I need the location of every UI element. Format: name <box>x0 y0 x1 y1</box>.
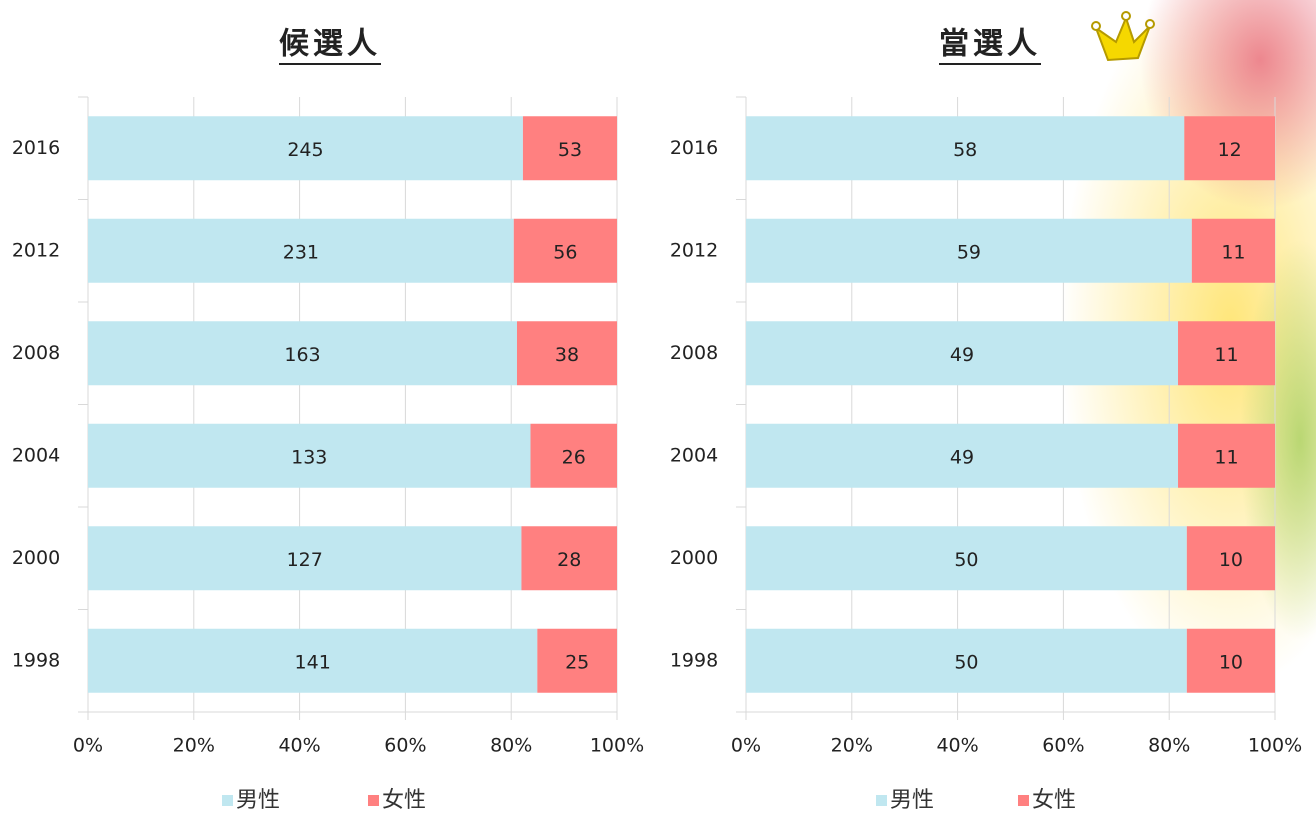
data-label: 28 <box>557 549 581 571</box>
data-label: 127 <box>287 549 323 571</box>
x-tick-label: 0% <box>731 735 761 757</box>
data-label: 25 <box>565 651 589 673</box>
legend-swatch <box>222 795 233 806</box>
legend-label: 男性 <box>236 788 280 813</box>
data-label: 49 <box>950 344 974 366</box>
y-tick-label: 2008 <box>12 342 60 364</box>
legend-swatch <box>876 795 887 806</box>
chart: 候選人0%20%40%60%80%100%2016245532012231562… <box>0 0 1316 816</box>
data-label: 56 <box>553 241 577 263</box>
y-tick-label: 2012 <box>670 239 718 261</box>
x-tick-label: 20% <box>831 735 873 757</box>
legend-swatch <box>1018 795 1029 806</box>
data-label: 10 <box>1219 651 1243 673</box>
x-tick-label: 20% <box>173 735 215 757</box>
data-label: 133 <box>291 446 327 468</box>
x-tick-label: 0% <box>73 735 103 757</box>
data-label: 58 <box>953 139 977 161</box>
y-tick-label: 2000 <box>12 547 60 569</box>
data-label: 49 <box>950 446 974 468</box>
data-label: 26 <box>562 446 586 468</box>
chart-title: 當選人 <box>939 27 1041 62</box>
x-tick-label: 80% <box>1148 735 1190 757</box>
legend-label: 男性 <box>890 788 934 813</box>
chart-title: 候選人 <box>279 27 381 62</box>
data-label: 11 <box>1214 446 1238 468</box>
data-label: 163 <box>284 344 320 366</box>
y-tick-label: 2012 <box>12 239 60 261</box>
y-tick-label: 1998 <box>670 649 718 671</box>
legend-label: 女性 <box>382 788 426 813</box>
y-tick-label: 2004 <box>670 444 718 466</box>
data-label: 50 <box>954 651 978 673</box>
x-tick-label: 60% <box>1042 735 1084 757</box>
legend-swatch <box>368 795 379 806</box>
data-label: 11 <box>1221 241 1245 263</box>
y-tick-label: 2016 <box>670 137 718 159</box>
x-tick-label: 40% <box>936 735 978 757</box>
data-label: 53 <box>558 139 582 161</box>
data-label: 245 <box>287 139 323 161</box>
x-tick-label: 100% <box>1248 735 1302 757</box>
data-label: 231 <box>283 241 319 263</box>
data-label: 12 <box>1218 139 1242 161</box>
data-label: 38 <box>555 344 579 366</box>
x-tick-label: 40% <box>278 735 320 757</box>
data-label: 50 <box>954 549 978 571</box>
x-tick-label: 80% <box>490 735 532 757</box>
x-tick-label: 60% <box>384 735 426 757</box>
data-label: 10 <box>1219 549 1243 571</box>
legend-label: 女性 <box>1032 788 1076 813</box>
page: {"chart_data": [ {"type": "bar", "orient… <box>0 0 1316 816</box>
data-label: 59 <box>957 241 981 263</box>
data-label: 11 <box>1214 344 1238 366</box>
data-label: 141 <box>295 651 331 673</box>
y-tick-label: 1998 <box>12 649 60 671</box>
y-tick-label: 2000 <box>670 547 718 569</box>
y-tick-label: 2008 <box>670 342 718 364</box>
y-tick-label: 2004 <box>12 444 60 466</box>
y-tick-label: 2016 <box>12 137 60 159</box>
x-tick-label: 100% <box>590 735 644 757</box>
